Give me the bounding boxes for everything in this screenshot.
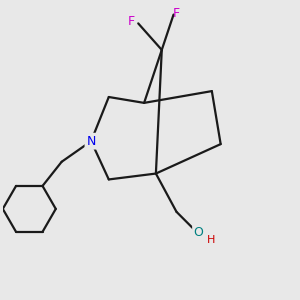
Text: F: F bbox=[127, 15, 134, 28]
Text: O: O bbox=[194, 226, 203, 239]
Text: F: F bbox=[173, 7, 180, 20]
Text: N: N bbox=[86, 135, 96, 148]
Text: H: H bbox=[207, 235, 215, 245]
